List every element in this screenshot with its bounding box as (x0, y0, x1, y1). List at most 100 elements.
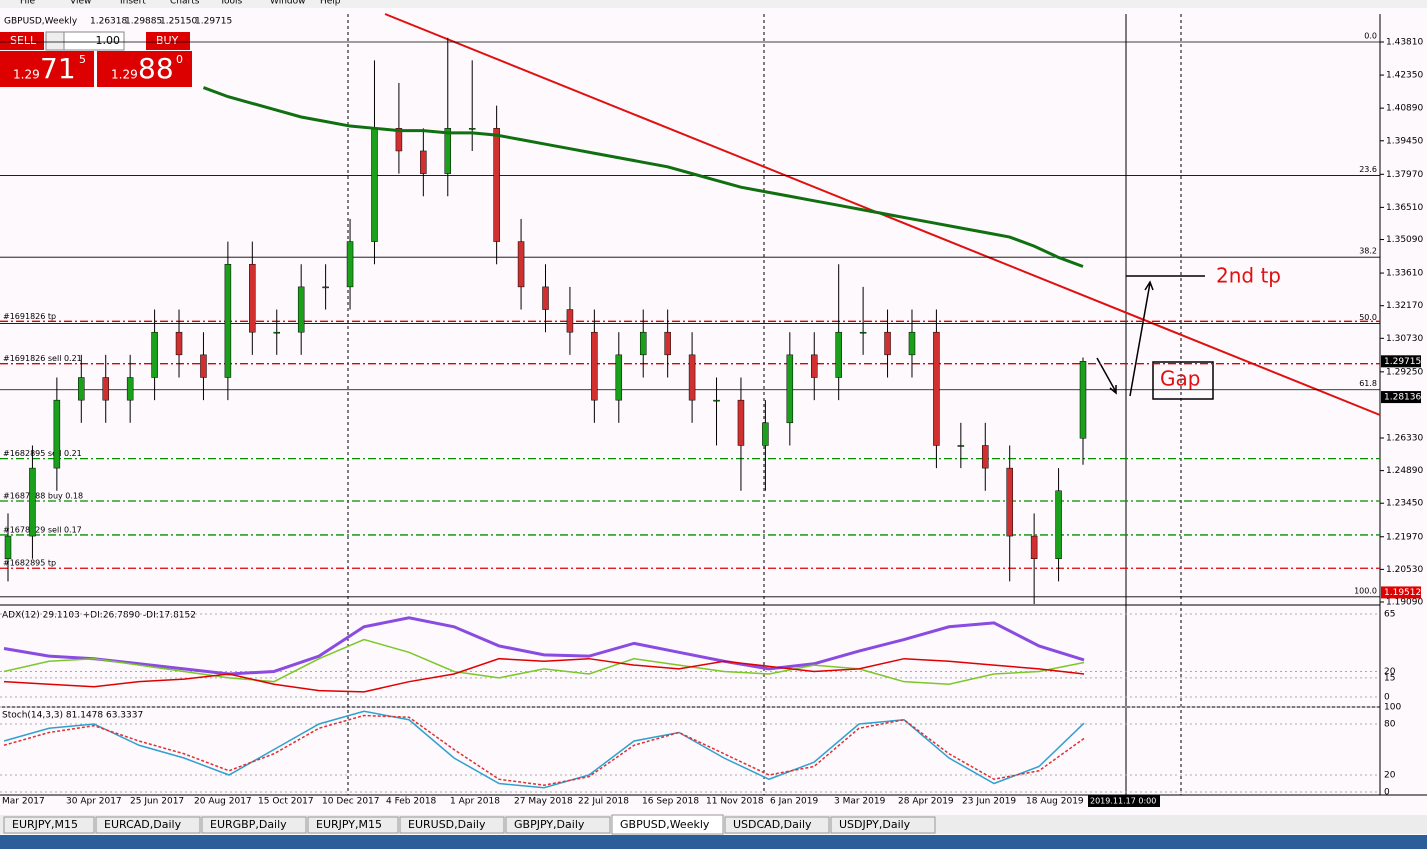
price-tag (1381, 355, 1421, 368)
price-tick-label: 1.20530 (1386, 565, 1423, 575)
tab-label[interactable]: USDJPY,Daily (839, 818, 911, 831)
indicator-tick: 80 (1384, 720, 1396, 730)
price-tick-label: 1.42350 (1386, 71, 1423, 81)
lot-spin[interactable] (45, 31, 65, 51)
stoch-label: Stoch(14,3,3) 81.1478 63.3337 (2, 711, 143, 721)
tab[interactable] (830, 816, 936, 834)
candle-body (371, 128, 378, 242)
price-tag-label: 1.19512 (1384, 588, 1421, 598)
sell-text[interactable]: SELL (10, 34, 37, 47)
tab-label[interactable]: USDCAD,Daily (733, 818, 812, 831)
date-label: 10 Dec 2017 (322, 797, 380, 807)
price-tick-label: 1.26330 (1386, 433, 1423, 443)
candle-body (664, 331, 671, 356)
menu-item[interactable]: View (70, 0, 91, 7)
adx-label: ADX(12) 29.1103 +DI:26.7890 -DI:17.8152 (2, 611, 196, 621)
indicator-tick: 65 (1384, 610, 1395, 620)
lot-input[interactable] (63, 31, 125, 51)
tab[interactable] (611, 814, 724, 835)
date-label: 27 May 2018 (514, 797, 573, 807)
gap-box (1152, 361, 1214, 400)
candle-body (957, 445, 965, 447)
candle-body (737, 399, 745, 446)
price-pips: 88 (138, 52, 174, 85)
buy-price-box[interactable] (97, 51, 192, 87)
buy-button[interactable] (146, 32, 190, 50)
candle-body (1030, 535, 1038, 559)
buy-text[interactable]: BUY (156, 34, 179, 47)
fib-label: 61.8 (1359, 379, 1377, 388)
date-label: 16 Sep 2018 (642, 797, 699, 807)
header-ohlc: 1.29885 (125, 17, 162, 27)
tab-label[interactable]: EURJPY,M15 (316, 818, 382, 831)
menu-item[interactable]: Tools (219, 0, 242, 7)
price-tick-label: 1.29250 (1386, 367, 1423, 377)
date-label: 3 Mar 2019 (834, 797, 886, 807)
tab[interactable] (724, 816, 830, 834)
price-tag-label: 1.29715 (1384, 357, 1421, 367)
sell-button[interactable] (0, 32, 44, 50)
tab-label[interactable]: GBPUSD,Weekly (620, 818, 710, 831)
menu-item[interactable]: Help (320, 0, 341, 7)
price-tick-label: 1.33610 (1386, 269, 1423, 279)
candle-body (762, 422, 769, 446)
price-tick-label: 1.37970 (1386, 170, 1423, 180)
candle-body (53, 399, 61, 469)
menu-bar (0, 0, 1427, 8)
indicator-tick: 100 (1384, 703, 1401, 713)
candle-body (102, 377, 109, 401)
date-label: 18 Aug 2019 (1026, 797, 1084, 807)
price-frac: 0 (176, 53, 183, 66)
moving-average (202, 86, 1084, 268)
tab-label[interactable]: GBPJPY,Daily (514, 818, 585, 831)
tab[interactable] (399, 816, 505, 834)
price-tick-label: 1.36510 (1386, 203, 1423, 213)
price-big: 1.29 (13, 68, 40, 82)
candle-body (224, 263, 232, 378)
candle-body (468, 128, 476, 130)
price-tick-label: 1.21970 (1386, 532, 1423, 542)
candle-body (78, 377, 85, 401)
candle-body (908, 331, 916, 356)
price-tick-label: 1.30730 (1386, 334, 1423, 344)
cursor-date-box (1088, 795, 1160, 807)
tab-label[interactable]: EURCAD,Daily (104, 818, 182, 831)
indicator-tick: 20 (1384, 771, 1396, 781)
fib-label: 0.0 (1364, 32, 1377, 41)
candle-body (639, 331, 647, 356)
tab[interactable] (505, 816, 611, 834)
date-label: 1 Apr 2018 (450, 797, 500, 807)
menu-item[interactable]: File (20, 0, 36, 7)
price-tick-label: 1.19090 (1386, 598, 1423, 608)
tab[interactable] (95, 816, 201, 834)
candle-body (933, 331, 940, 446)
tab[interactable] (3, 816, 95, 834)
tab-label[interactable]: EURUSD,Daily (408, 818, 486, 831)
price-tick-label: 1.24890 (1386, 466, 1423, 476)
menu-item[interactable]: Window (270, 0, 306, 7)
price-tick-label: 1.40890 (1386, 104, 1423, 114)
date-label: 20 Aug 2017 (194, 797, 252, 807)
order-label: #1687788 buy 0.18 (3, 491, 83, 500)
date-label: Mar 2017 (2, 797, 45, 807)
tab-label[interactable]: EURGBP,Daily (210, 818, 287, 831)
taskbar (0, 835, 1427, 849)
lot-value[interactable]: 1.00 (96, 34, 121, 47)
menu-item[interactable]: Insert (120, 0, 146, 7)
tab[interactable] (201, 816, 307, 834)
sell-price-box[interactable] (0, 51, 94, 87)
order-label: #1691826 tp (3, 312, 56, 321)
indicator-tick: 20 (1384, 667, 1396, 677)
tab-label[interactable]: EURJPY,M15 (12, 818, 78, 831)
price-tag (1381, 586, 1421, 599)
header-symbol: GBPUSD,Weekly (4, 17, 78, 27)
menu-item[interactable]: Charts (170, 0, 200, 7)
tab[interactable] (307, 816, 399, 834)
candle-body (126, 377, 134, 401)
candle-body (322, 286, 329, 289)
price-big: 1.29 (111, 68, 138, 82)
indicator-line (3, 710, 1085, 789)
price-tick-label: 1.39450 (1386, 136, 1423, 146)
candle-body (688, 354, 696, 401)
